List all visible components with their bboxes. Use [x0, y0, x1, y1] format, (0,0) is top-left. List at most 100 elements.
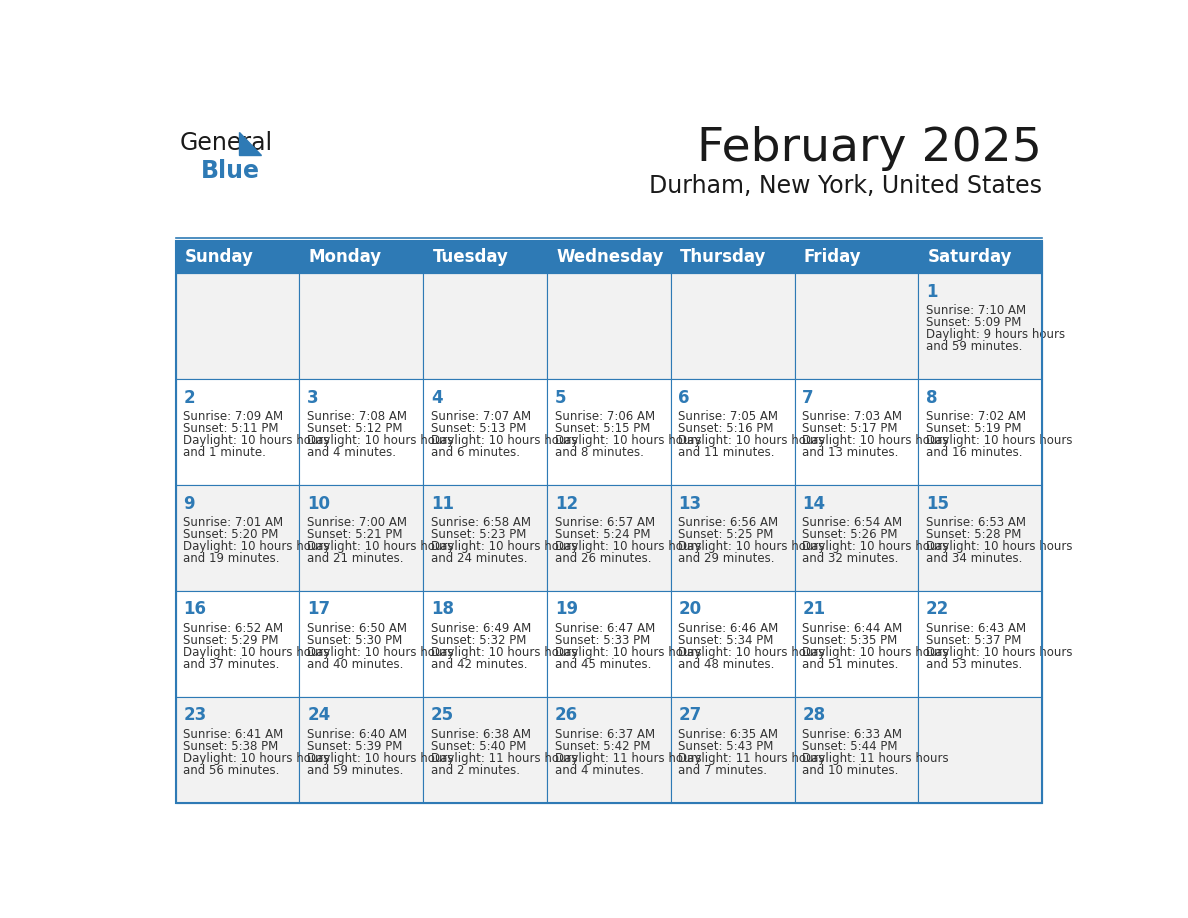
- Text: Sunrise: 6:54 AM: Sunrise: 6:54 AM: [802, 516, 903, 529]
- Bar: [795, 591, 918, 697]
- Text: Sunset: 5:12 PM: Sunset: 5:12 PM: [308, 422, 403, 435]
- Text: and 16 minutes.: and 16 minutes.: [927, 446, 1023, 459]
- Text: 27: 27: [678, 707, 702, 724]
- Bar: [671, 241, 795, 274]
- Text: Sunset: 5:42 PM: Sunset: 5:42 PM: [555, 740, 650, 753]
- Text: Daylight: 10 hours hours: Daylight: 10 hours hours: [183, 540, 330, 553]
- Bar: [176, 274, 299, 379]
- Text: Daylight: 10 hours hours: Daylight: 10 hours hours: [183, 434, 330, 447]
- Text: Daylight: 10 hours hours: Daylight: 10 hours hours: [431, 434, 577, 447]
- Text: and 40 minutes.: and 40 minutes.: [308, 658, 404, 671]
- Bar: [918, 241, 1042, 274]
- Text: and 56 minutes.: and 56 minutes.: [183, 764, 279, 777]
- Bar: [671, 379, 795, 486]
- Text: Sunset: 5:21 PM: Sunset: 5:21 PM: [308, 528, 403, 541]
- Bar: [918, 697, 1042, 803]
- Text: Sunset: 5:11 PM: Sunset: 5:11 PM: [183, 422, 279, 435]
- Text: and 37 minutes.: and 37 minutes.: [183, 658, 279, 671]
- Text: Daylight: 10 hours hours: Daylight: 10 hours hours: [802, 434, 949, 447]
- Text: Sunrise: 6:58 AM: Sunrise: 6:58 AM: [431, 516, 531, 529]
- Text: Daylight: 11 hours hours: Daylight: 11 hours hours: [555, 752, 701, 765]
- Text: February 2025: February 2025: [697, 126, 1042, 171]
- Bar: [423, 379, 546, 486]
- Text: Daylight: 9 hours hours: Daylight: 9 hours hours: [927, 328, 1066, 341]
- Text: 26: 26: [555, 707, 577, 724]
- Text: 2: 2: [183, 388, 195, 407]
- Text: Sunrise: 6:46 AM: Sunrise: 6:46 AM: [678, 622, 779, 635]
- Text: Daylight: 10 hours hours: Daylight: 10 hours hours: [927, 646, 1073, 659]
- Text: and 1 minute.: and 1 minute.: [183, 446, 266, 459]
- Text: 6: 6: [678, 388, 690, 407]
- Bar: [423, 697, 546, 803]
- Text: Sunset: 5:19 PM: Sunset: 5:19 PM: [927, 422, 1022, 435]
- Text: 20: 20: [678, 600, 702, 619]
- Text: 18: 18: [431, 600, 454, 619]
- Text: Sunrise: 6:35 AM: Sunrise: 6:35 AM: [678, 728, 778, 741]
- Text: 17: 17: [308, 600, 330, 619]
- Text: Daylight: 10 hours hours: Daylight: 10 hours hours: [183, 646, 330, 659]
- Text: Sunrise: 6:49 AM: Sunrise: 6:49 AM: [431, 622, 531, 635]
- Text: Blue: Blue: [201, 159, 260, 183]
- Text: and 6 minutes.: and 6 minutes.: [431, 446, 520, 459]
- Bar: [918, 591, 1042, 697]
- Text: and 29 minutes.: and 29 minutes.: [678, 552, 775, 565]
- Text: Daylight: 10 hours hours: Daylight: 10 hours hours: [183, 752, 330, 765]
- Bar: [299, 379, 423, 486]
- Text: Daylight: 10 hours hours: Daylight: 10 hours hours: [678, 646, 824, 659]
- Text: Daylight: 10 hours hours: Daylight: 10 hours hours: [678, 540, 824, 553]
- Text: and 21 minutes.: and 21 minutes.: [308, 552, 404, 565]
- Text: Daylight: 11 hours hours: Daylight: 11 hours hours: [802, 752, 949, 765]
- Bar: [671, 486, 795, 591]
- Text: Sunset: 5:30 PM: Sunset: 5:30 PM: [308, 634, 403, 647]
- Bar: [918, 379, 1042, 486]
- Text: Daylight: 10 hours hours: Daylight: 10 hours hours: [555, 540, 701, 553]
- Text: 19: 19: [555, 600, 577, 619]
- Text: Sunset: 5:16 PM: Sunset: 5:16 PM: [678, 422, 775, 435]
- Text: Sunset: 5:20 PM: Sunset: 5:20 PM: [183, 528, 279, 541]
- Text: 9: 9: [183, 495, 195, 512]
- Text: 10: 10: [308, 495, 330, 512]
- Text: 14: 14: [802, 495, 826, 512]
- Text: Daylight: 10 hours hours: Daylight: 10 hours hours: [308, 646, 454, 659]
- Bar: [671, 591, 795, 697]
- Text: 28: 28: [802, 707, 826, 724]
- Text: and 13 minutes.: and 13 minutes.: [802, 446, 898, 459]
- Bar: [546, 697, 671, 803]
- Text: and 53 minutes.: and 53 minutes.: [927, 658, 1023, 671]
- Text: 23: 23: [183, 707, 207, 724]
- Text: Sunset: 5:35 PM: Sunset: 5:35 PM: [802, 634, 897, 647]
- Text: Sunrise: 7:07 AM: Sunrise: 7:07 AM: [431, 410, 531, 423]
- Text: Daylight: 10 hours hours: Daylight: 10 hours hours: [802, 540, 949, 553]
- Text: Tuesday: Tuesday: [432, 248, 508, 266]
- Text: Sunset: 5:37 PM: Sunset: 5:37 PM: [927, 634, 1022, 647]
- Text: and 2 minutes.: and 2 minutes.: [431, 764, 520, 777]
- Text: Daylight: 10 hours hours: Daylight: 10 hours hours: [431, 646, 577, 659]
- Text: Daylight: 10 hours hours: Daylight: 10 hours hours: [308, 540, 454, 553]
- Bar: [176, 591, 299, 697]
- Text: Sunrise: 6:47 AM: Sunrise: 6:47 AM: [555, 622, 655, 635]
- Text: Sunset: 5:43 PM: Sunset: 5:43 PM: [678, 740, 773, 753]
- Text: Sunset: 5:28 PM: Sunset: 5:28 PM: [927, 528, 1022, 541]
- Text: and 59 minutes.: and 59 minutes.: [927, 340, 1023, 353]
- Text: Sunset: 5:25 PM: Sunset: 5:25 PM: [678, 528, 773, 541]
- Text: and 42 minutes.: and 42 minutes.: [431, 658, 527, 671]
- Bar: [299, 697, 423, 803]
- Bar: [176, 241, 1042, 803]
- Text: and 48 minutes.: and 48 minutes.: [678, 658, 775, 671]
- Text: Sunset: 5:17 PM: Sunset: 5:17 PM: [802, 422, 898, 435]
- Text: Sunset: 5:09 PM: Sunset: 5:09 PM: [927, 316, 1022, 330]
- Text: Sunrise: 7:09 AM: Sunrise: 7:09 AM: [183, 410, 284, 423]
- Text: Daylight: 10 hours hours: Daylight: 10 hours hours: [431, 540, 577, 553]
- Text: Daylight: 10 hours hours: Daylight: 10 hours hours: [308, 434, 454, 447]
- Bar: [176, 379, 299, 486]
- Text: Durham, New York, United States: Durham, New York, United States: [649, 174, 1042, 198]
- Bar: [176, 241, 299, 274]
- Bar: [299, 486, 423, 591]
- Bar: [671, 697, 795, 803]
- Bar: [423, 274, 546, 379]
- Bar: [795, 486, 918, 591]
- Text: and 26 minutes.: and 26 minutes.: [555, 552, 651, 565]
- Text: Sunrise: 7:00 AM: Sunrise: 7:00 AM: [308, 516, 407, 529]
- Bar: [671, 274, 795, 379]
- Bar: [423, 591, 546, 697]
